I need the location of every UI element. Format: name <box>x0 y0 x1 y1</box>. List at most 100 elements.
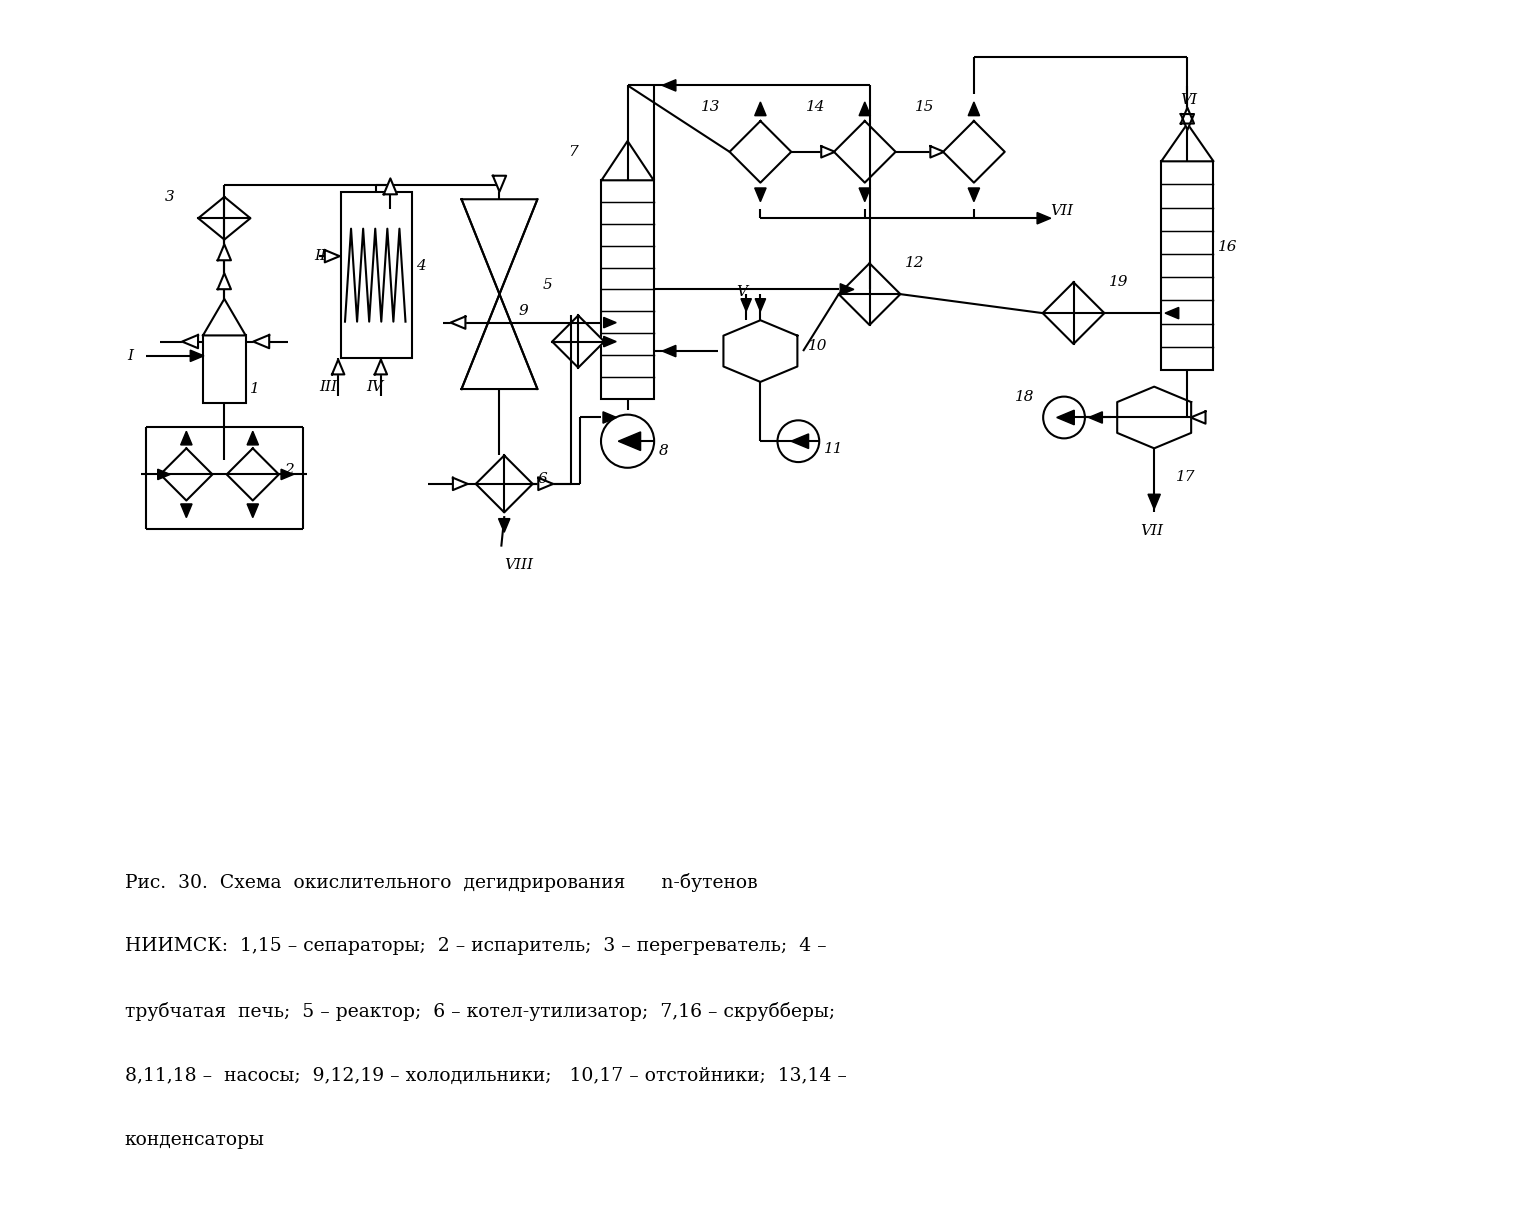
Polygon shape <box>1181 114 1193 130</box>
Text: 11: 11 <box>823 442 843 455</box>
Polygon shape <box>723 321 797 382</box>
Polygon shape <box>730 121 791 182</box>
Text: конденсаторы: конденсаторы <box>124 1131 264 1149</box>
Text: VIII: VIII <box>504 558 533 572</box>
Text: 7: 7 <box>568 144 578 159</box>
Polygon shape <box>839 263 900 326</box>
Polygon shape <box>662 345 676 356</box>
Text: НИИМСК:  1,15 – сепараторы;  2 – испаритель;  3 – перегреватель;  4 –: НИИМСК: 1,15 – сепараторы; 2 – испарител… <box>124 938 826 956</box>
Text: III: III <box>319 379 338 394</box>
Text: Рис.  30.  Схема  окислительного  дегидрирования      n-бутенов: Рис. 30. Схема окислительного дегидриров… <box>124 873 757 892</box>
Polygon shape <box>218 273 230 289</box>
Text: 19: 19 <box>1109 275 1129 289</box>
Polygon shape <box>160 448 212 501</box>
Polygon shape <box>453 477 467 490</box>
Polygon shape <box>461 200 538 294</box>
Polygon shape <box>968 188 980 202</box>
Polygon shape <box>1181 108 1193 124</box>
Polygon shape <box>740 299 751 311</box>
Bar <box>602 180 654 399</box>
Polygon shape <box>1089 411 1103 424</box>
Polygon shape <box>619 432 641 450</box>
Polygon shape <box>840 284 854 295</box>
Polygon shape <box>183 335 198 348</box>
Polygon shape <box>931 146 945 158</box>
Polygon shape <box>538 477 553 490</box>
Text: VII: VII <box>1049 203 1072 218</box>
Polygon shape <box>604 317 616 328</box>
Text: трубчатая  печь;  5 – реактор;  6 – котел-утилизатор;  7,16 – скрубберы;: трубчатая печь; 5 – реактор; 6 – котел-у… <box>124 1002 834 1021</box>
Polygon shape <box>450 317 465 329</box>
Polygon shape <box>181 431 192 444</box>
Text: 5: 5 <box>542 278 551 291</box>
Polygon shape <box>551 316 604 367</box>
Text: 16: 16 <box>1218 240 1238 253</box>
Polygon shape <box>1147 494 1160 509</box>
Polygon shape <box>158 469 170 480</box>
Text: 8: 8 <box>659 443 668 458</box>
Polygon shape <box>499 519 510 532</box>
Text: 10: 10 <box>808 339 828 354</box>
Polygon shape <box>968 102 980 115</box>
Polygon shape <box>181 504 192 518</box>
Circle shape <box>1043 397 1084 438</box>
Polygon shape <box>332 360 344 375</box>
Text: II: II <box>315 250 327 263</box>
Polygon shape <box>203 299 246 335</box>
Bar <box>341 192 412 359</box>
Polygon shape <box>253 335 269 348</box>
Polygon shape <box>754 102 766 115</box>
Text: 13: 13 <box>700 99 720 114</box>
Polygon shape <box>1057 410 1074 425</box>
Polygon shape <box>1161 124 1213 162</box>
Polygon shape <box>461 294 538 389</box>
Polygon shape <box>756 299 765 311</box>
Polygon shape <box>227 448 280 501</box>
Polygon shape <box>1037 213 1051 224</box>
Text: VI: VI <box>1180 93 1197 106</box>
Polygon shape <box>834 121 895 182</box>
Polygon shape <box>281 469 293 480</box>
Text: 12: 12 <box>905 256 925 271</box>
Polygon shape <box>662 80 676 91</box>
Text: 18: 18 <box>1015 389 1034 404</box>
Text: IV: IV <box>367 379 384 394</box>
Text: 8,11,18 –  насосы;  9,12,19 – холодильники;   10,17 – отстойники;  13,14 –: 8,11,18 – насосы; 9,12,19 – холодильники… <box>124 1066 846 1084</box>
Polygon shape <box>324 250 339 262</box>
Polygon shape <box>859 188 871 202</box>
Text: 4: 4 <box>416 258 425 273</box>
Polygon shape <box>190 350 204 361</box>
Bar <box>1161 162 1213 370</box>
Polygon shape <box>943 121 1005 182</box>
Polygon shape <box>822 146 836 158</box>
Text: 17: 17 <box>1175 470 1195 483</box>
Polygon shape <box>791 433 808 448</box>
Text: 6: 6 <box>538 472 547 486</box>
Text: 15: 15 <box>914 99 934 114</box>
Polygon shape <box>859 102 871 115</box>
Polygon shape <box>198 197 250 240</box>
Polygon shape <box>604 337 616 346</box>
Polygon shape <box>604 411 616 424</box>
Text: I: I <box>127 349 134 362</box>
Circle shape <box>601 415 654 468</box>
Polygon shape <box>1117 387 1190 448</box>
Polygon shape <box>1043 283 1104 344</box>
Polygon shape <box>218 245 230 261</box>
Text: VII: VII <box>1140 524 1163 539</box>
Polygon shape <box>1166 307 1178 318</box>
Text: V: V <box>737 285 748 299</box>
Polygon shape <box>754 188 766 202</box>
Polygon shape <box>384 179 396 195</box>
Bar <box>203 335 246 403</box>
Text: 1: 1 <box>250 382 260 397</box>
Text: 9: 9 <box>519 304 528 318</box>
Polygon shape <box>493 176 507 192</box>
Text: 14: 14 <box>805 99 825 114</box>
Polygon shape <box>247 504 258 518</box>
Text: 3: 3 <box>164 190 175 204</box>
Polygon shape <box>476 455 533 513</box>
Circle shape <box>777 420 819 463</box>
Polygon shape <box>375 360 387 375</box>
Polygon shape <box>247 431 258 444</box>
